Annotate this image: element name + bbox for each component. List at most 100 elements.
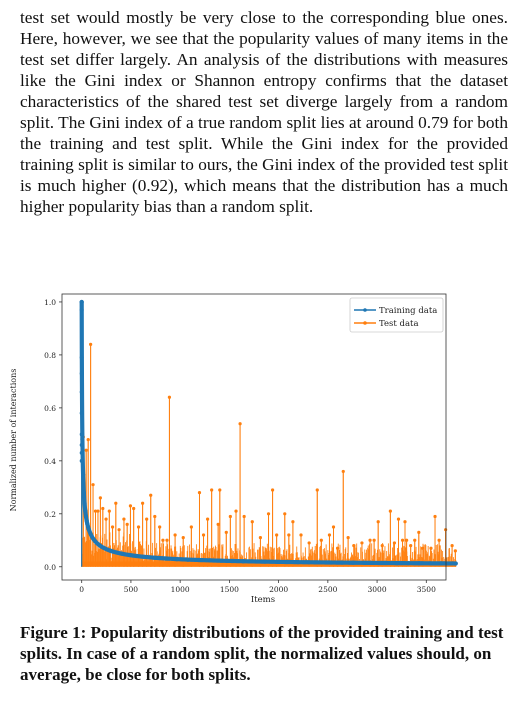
- x-tick-label: 1000: [171, 585, 190, 594]
- y-tick-label: 0.0: [44, 563, 56, 572]
- legend-test-label: Test data: [379, 319, 419, 329]
- legend: Training data Test data: [349, 297, 444, 333]
- test-data-point: [291, 520, 295, 524]
- training-data-point: [428, 561, 433, 566]
- training-data-point: [141, 554, 146, 559]
- test-data-point: [228, 514, 232, 519]
- test-data-point: [405, 538, 409, 542]
- test-data-point: [91, 483, 95, 487]
- training-data-point: [79, 307, 84, 312]
- training-data-point: [79, 355, 84, 360]
- training-data-point: [395, 561, 400, 566]
- y-axis: 0.0 0.2 0.4 0.6 0.8 1.0: [44, 298, 62, 572]
- training-data-point: [84, 518, 89, 523]
- training-data-point: [295, 560, 301, 565]
- training-data-point: [273, 559, 279, 564]
- training-data-point: [79, 411, 84, 416]
- training-data-point: [79, 450, 84, 455]
- test-data-point: [331, 525, 336, 529]
- training-data-point: [119, 551, 124, 556]
- test-data-point: [450, 543, 454, 548]
- test-data-point: [299, 533, 303, 537]
- test-data-point: [93, 509, 98, 513]
- training-data-point: [317, 560, 323, 565]
- y-tick-label: 0.8: [44, 351, 56, 360]
- figure-caption: Figure 1: Popularity distributions of th…: [20, 623, 504, 684]
- test-data-point: [189, 525, 193, 529]
- test-data-point: [372, 538, 376, 542]
- test-data-point: [388, 509, 392, 513]
- test-data-point: [122, 517, 126, 521]
- x-tick-label: 1500: [220, 585, 239, 594]
- y-tick-label: 0.6: [44, 404, 56, 413]
- legend-test-marker: [363, 321, 367, 325]
- test-data-point: [201, 533, 206, 537]
- test-data-point: [287, 533, 291, 537]
- test-data-point: [128, 504, 133, 508]
- test-data-point: [409, 543, 413, 548]
- test-data-point: [132, 506, 136, 511]
- test-data-point: [429, 546, 433, 550]
- test-data-point: [392, 541, 397, 545]
- training-data-point: [350, 560, 356, 565]
- training-data-point: [417, 561, 422, 566]
- x-axis: 0 500 1000 1500 2000 2500 3000 3500: [79, 580, 436, 594]
- test-data-point: [242, 514, 246, 519]
- test-data-point: [136, 525, 141, 529]
- training-data-point: [339, 560, 345, 565]
- training-data-point: [406, 561, 411, 566]
- training-data-series: [79, 299, 458, 567]
- test-data-point: [117, 528, 121, 532]
- test-data-point: [173, 533, 177, 537]
- test-data-point: [403, 520, 407, 524]
- test-data-point: [341, 469, 345, 474]
- training-data-point: [240, 559, 246, 564]
- training-data-point: [108, 548, 113, 553]
- test-data-point: [437, 538, 441, 542]
- test-data-point: [307, 541, 311, 545]
- test-data-point: [266, 512, 271, 516]
- training-data-point: [174, 556, 179, 562]
- training-data-point: [83, 508, 88, 513]
- training-data-point: [384, 560, 389, 566]
- test-data-point: [433, 514, 437, 519]
- training-data-point: [82, 501, 87, 506]
- training-data-point: [196, 557, 202, 563]
- test-data-point: [380, 543, 384, 548]
- test-data-point: [216, 522, 220, 526]
- test-data-point: [335, 546, 340, 550]
- test-data-point: [96, 509, 100, 513]
- training-data-point: [284, 559, 290, 565]
- training-data-point: [229, 558, 235, 564]
- training-data-point: [163, 556, 168, 561]
- training-data-point: [372, 560, 378, 566]
- test-data-series: [80, 342, 457, 567]
- training-data-point: [439, 561, 444, 566]
- training-data-point: [328, 560, 334, 565]
- y-tick-label: 0.2: [44, 510, 56, 519]
- x-tick-label: 0: [79, 585, 84, 594]
- training-data-point: [152, 555, 157, 560]
- test-data-point: [104, 517, 108, 521]
- x-tick-label: 2500: [318, 585, 337, 594]
- training-data-point: [80, 437, 85, 442]
- test-data-point: [396, 517, 401, 521]
- test-data-point: [149, 493, 153, 497]
- test-data-point: [218, 488, 222, 492]
- training-data-point: [86, 527, 91, 532]
- test-data-point: [283, 512, 287, 516]
- body-paragraph: test set would mostly be very close to t…: [20, 8, 508, 216]
- training-data-point: [79, 432, 84, 437]
- training-data-point: [306, 560, 312, 565]
- popularity-chart: 0.0 0.2 0.4 0.6 0.8 1.0 0 500 1000 1500 2000 2500 3…: [9, 293, 458, 605]
- training-data-point: [185, 557, 190, 562]
- test-data-point: [270, 488, 275, 492]
- training-data-point: [79, 389, 84, 394]
- y-tick-label: 0.4: [44, 457, 56, 466]
- test-data-point: [206, 517, 210, 521]
- test-data-point: [275, 533, 279, 537]
- legend-training-marker: [363, 308, 367, 312]
- training-data-point: [79, 458, 84, 463]
- legend-training-label: Training data: [379, 306, 437, 316]
- training-data-point: [79, 371, 84, 376]
